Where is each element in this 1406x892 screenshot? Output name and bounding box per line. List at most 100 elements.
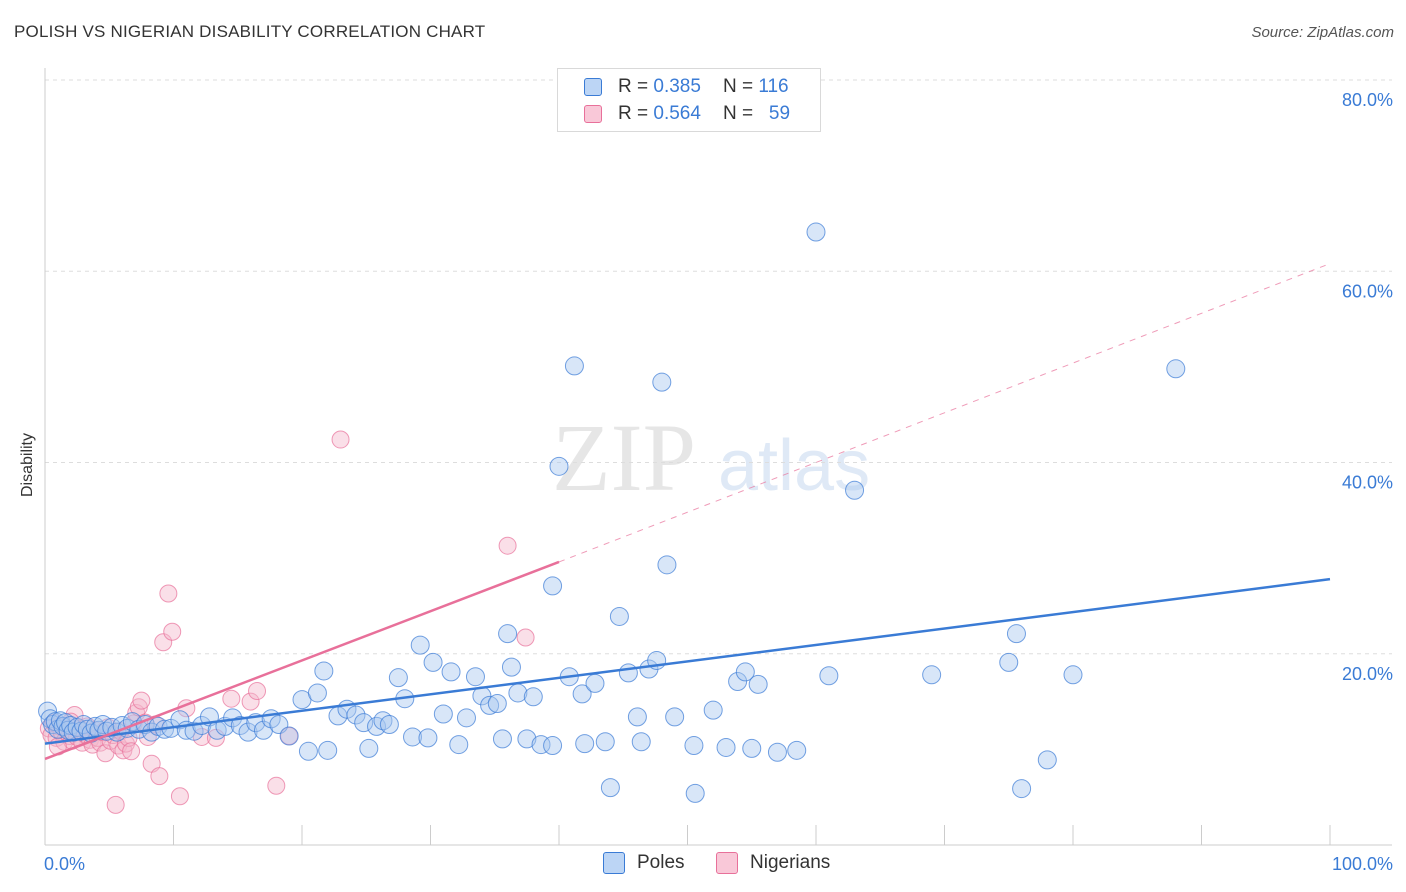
poles-point-114 [1006, 624, 1026, 644]
poles-point-75 [501, 657, 521, 677]
watermark: ZIP atlas [552, 404, 870, 511]
nigerians-r-value: 0.564 [653, 103, 701, 124]
poles-point-45 [279, 726, 299, 746]
poles-n-label: N = [722, 76, 754, 97]
poles-point-109 [806, 222, 826, 242]
poles-point-113 [999, 652, 1019, 672]
poles-point-86 [575, 734, 595, 754]
watermark-zip: ZIP [552, 404, 696, 511]
poles-point-103 [728, 671, 748, 691]
nigerians-point-51 [248, 682, 267, 701]
poles-point-118 [1166, 359, 1186, 379]
chart-title: POLISH VS NIGERIAN DISABILITY CORRELATIO… [14, 22, 486, 41]
poles-point-106 [748, 674, 768, 694]
legend-poles-swatch [603, 852, 625, 874]
poles-point-117 [1063, 665, 1083, 685]
poles-point-100 [685, 783, 705, 803]
poles-point-88 [595, 732, 615, 752]
poles-point-73 [492, 729, 512, 749]
poles-point-53 [346, 705, 366, 725]
poles-points [38, 222, 1186, 803]
legend-nigerians-swatch [716, 852, 738, 874]
poles-point-47 [298, 741, 318, 761]
nigerians-point-45 [170, 787, 189, 806]
poles-point-80 [543, 736, 563, 756]
nigerians-n-label: N = [722, 103, 754, 124]
poles-n-value: 116 [758, 76, 789, 97]
x-tick-label-0: 0.0% [44, 854, 85, 874]
poles-point-31 [170, 710, 190, 730]
nigerians-point-52 [267, 776, 286, 795]
poles-point-99 [684, 736, 704, 756]
y-tick-label-1: 40.0% [1342, 473, 1393, 493]
poles-r-label: R = [618, 76, 649, 97]
axes [44, 68, 1392, 846]
poles-point-55 [359, 738, 379, 758]
poles-point-50 [318, 740, 338, 760]
poles-point-112 [922, 665, 942, 685]
poles-point-69 [465, 667, 485, 687]
poles-point-98 [665, 707, 685, 727]
nigerians-point-41 [150, 767, 169, 786]
poles-point-62 [410, 635, 430, 655]
poles-point-108 [787, 740, 807, 760]
poles-r-value: 0.385 [653, 76, 701, 97]
poles-point-90 [609, 606, 629, 626]
poles-swatch [584, 78, 602, 96]
poles-point-105 [742, 738, 762, 758]
watermark-atlas: atlas [718, 426, 870, 506]
x-tick-label-1: 100.0% [1332, 854, 1393, 874]
nigerians-trend-line [44, 560, 560, 761]
nigerians-swatch [584, 105, 602, 123]
poles-point-33 [184, 721, 204, 741]
poles-point-82 [549, 456, 569, 476]
nigerians-point-54 [331, 430, 350, 449]
nigerians-r-label: R = [618, 103, 649, 124]
nigerians-trend-extension [558, 263, 1331, 563]
y-tick-label-3: 80.0% [1342, 90, 1393, 110]
poles-point-61 [403, 727, 423, 747]
poles-point-54 [354, 713, 374, 733]
poles-point-77 [517, 729, 537, 749]
poles-point-107 [767, 742, 787, 762]
poles-point-66 [441, 662, 461, 682]
poles-point-64 [423, 652, 443, 672]
poles-point-59 [388, 668, 408, 688]
y-tick-label-2: 60.0% [1342, 281, 1393, 301]
poles-point-84 [564, 356, 584, 376]
poles-point-89 [600, 778, 620, 798]
poles-point-67 [449, 735, 469, 755]
poles-point-102 [716, 737, 736, 757]
poles-point-65 [433, 704, 453, 724]
poles-point-93 [631, 732, 651, 752]
nigerians-point-56 [516, 628, 535, 647]
poles-point-58 [379, 715, 399, 735]
legend-item-poles: Poles [603, 852, 685, 874]
legend-item-nigerians: Nigerians [716, 852, 830, 874]
poles-point-96 [652, 372, 672, 392]
nigerians-point-26 [106, 795, 125, 814]
poles-point-39 [230, 715, 250, 735]
poles-point-115 [1012, 779, 1032, 799]
nigerians-point-43 [159, 584, 178, 603]
poles-point-78 [523, 687, 543, 707]
poles-point-87 [585, 673, 605, 693]
poles-point-71 [480, 695, 500, 715]
poles-point-101 [703, 700, 723, 720]
poles-point-81 [543, 576, 563, 596]
poles-point-16 [85, 716, 105, 736]
poles-point-48 [307, 683, 327, 703]
source-label: Source: ZipAtlas.com [1251, 24, 1394, 41]
poles-point-111 [845, 480, 865, 500]
grid-lines [45, 79, 1392, 655]
nigerians-point-36 [132, 691, 151, 710]
nigerians-point-44 [163, 622, 182, 641]
poles-point-104 [735, 662, 755, 682]
trend-lines [44, 263, 1331, 761]
nigerians-point-50 [241, 692, 260, 711]
poles-point-63 [418, 728, 438, 748]
series-legend: Poles Nigerians [0, 852, 1406, 878]
nigerians-point-49 [222, 689, 241, 708]
poles-point-91 [618, 663, 638, 683]
